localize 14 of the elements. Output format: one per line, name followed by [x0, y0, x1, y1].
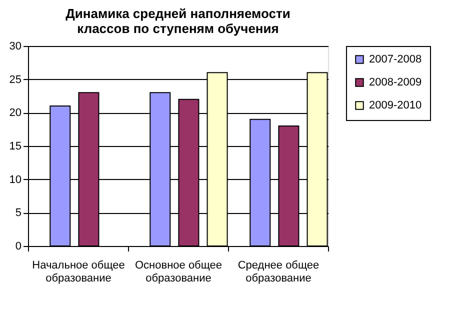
- x-tick-label: Основное общее образование: [134, 260, 222, 284]
- y-tick-label: 5: [15, 207, 22, 220]
- legend-label: 2007-2008: [369, 54, 422, 66]
- y-tick-label: 25: [9, 74, 22, 86]
- chart-title: Динамика средней наполняемости классов по ступеням обучения: [66, 6, 290, 36]
- x-tick-label: Начальное общее образование: [32, 260, 125, 284]
- y-tick-label: 10: [9, 174, 22, 186]
- y-tick-label: 0: [15, 240, 22, 252]
- y-tick-label: 30: [9, 40, 22, 52]
- y-tick-label: 15: [9, 140, 22, 152]
- x-tick-label: Среднее общее образование: [238, 260, 320, 284]
- legend-label: 2009-2010: [369, 100, 422, 112]
- legend-label: 2008-2009: [369, 76, 422, 88]
- y-tick-label: 20: [9, 107, 22, 120]
